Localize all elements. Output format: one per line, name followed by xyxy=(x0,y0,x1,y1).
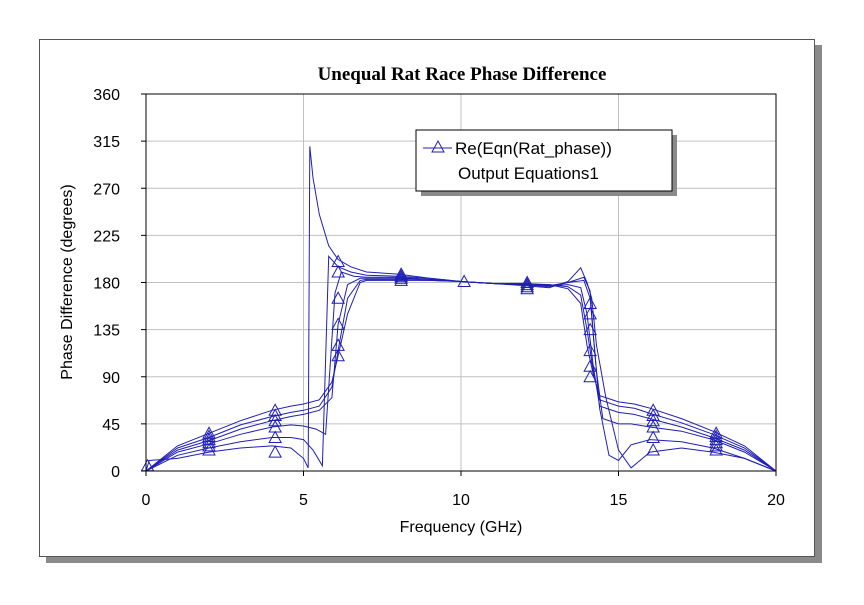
y-tick-label: 45 xyxy=(102,417,120,434)
data-marker xyxy=(709,429,723,442)
legend: Re(Eqn(Rat_phase)) Output Equations1 xyxy=(415,129,677,196)
data-marker xyxy=(202,429,216,442)
data-marker xyxy=(520,281,534,295)
data-marker xyxy=(709,432,723,446)
data-marker xyxy=(394,267,408,280)
x-tick-label: 15 xyxy=(610,492,628,509)
data-marker xyxy=(202,443,216,456)
markers-group xyxy=(140,254,723,472)
legend-entry-series: Re(Eqn(Rat_phase)) xyxy=(455,139,612,158)
data-marker xyxy=(646,430,660,443)
y-tick-label: 180 xyxy=(93,276,120,293)
data-marker xyxy=(394,271,408,284)
data-marker xyxy=(646,419,660,433)
data-marker xyxy=(202,435,216,449)
data-marker xyxy=(520,277,534,291)
data-marker xyxy=(268,445,282,458)
x-tick-label: 20 xyxy=(767,492,785,509)
legend-box xyxy=(415,129,673,192)
data-marker xyxy=(583,306,597,320)
data-marker xyxy=(583,343,597,357)
data-marker xyxy=(709,426,723,439)
y-tick-label: 270 xyxy=(93,181,120,198)
data-marker xyxy=(331,254,345,268)
chart-title: Unequal Rat Race Phase Difference xyxy=(318,64,607,85)
data-marker xyxy=(202,426,216,439)
data-marker xyxy=(394,269,408,282)
x-tick-label: 5 xyxy=(299,492,308,509)
data-marker xyxy=(709,435,723,449)
data-marker xyxy=(457,274,471,287)
data-marker xyxy=(520,275,534,288)
data-marker xyxy=(331,317,345,330)
x-axis-label: Frequency (GHz) xyxy=(400,519,523,536)
data-marker xyxy=(646,403,660,416)
data-marker xyxy=(709,443,723,456)
y-ticks: 0 45 90 135 180 225 270 315 360 xyxy=(93,87,146,481)
y-tick-label: 0 xyxy=(111,464,120,481)
x-tick-label: 10 xyxy=(452,492,470,509)
y-tick-label: 90 xyxy=(102,370,120,387)
data-marker xyxy=(268,430,282,443)
legend-triangle-icon xyxy=(431,139,445,153)
data-marker xyxy=(202,438,216,452)
data-marker xyxy=(331,264,345,278)
data-marker xyxy=(709,438,723,452)
data-marker xyxy=(331,291,345,304)
data-marker xyxy=(268,403,282,416)
data-marker xyxy=(646,443,660,456)
data-marker xyxy=(583,322,597,336)
y-tick-label: 225 xyxy=(93,228,120,245)
y-tick-label: 360 xyxy=(93,87,120,104)
legend-entry-source: Output Equations1 xyxy=(458,164,599,183)
x-tick-label: 0 xyxy=(142,492,151,509)
y-axis-label: Phase Difference (degrees) xyxy=(59,184,76,379)
data-marker xyxy=(583,359,597,372)
data-marker xyxy=(331,338,345,351)
data-marker xyxy=(331,348,345,362)
y-tick-label: 315 xyxy=(93,134,120,151)
data-marker xyxy=(520,279,534,293)
data-marker xyxy=(394,273,408,286)
data-marker xyxy=(268,419,282,433)
data-marker xyxy=(583,369,597,383)
data-marker xyxy=(583,296,597,309)
y-tick-label: 135 xyxy=(93,323,120,340)
data-marker xyxy=(202,432,216,446)
x-ticks: 0 5 10 15 20 xyxy=(142,471,785,509)
